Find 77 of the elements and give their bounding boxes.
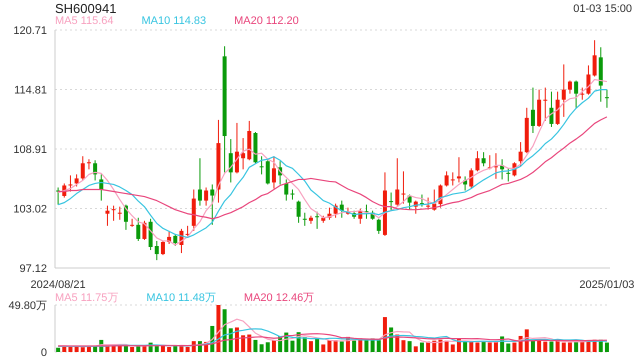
bar bbox=[568, 342, 572, 352]
bar bbox=[247, 334, 252, 352]
bar bbox=[512, 342, 516, 352]
candlestick bbox=[112, 206, 116, 221]
candlestick bbox=[118, 206, 122, 220]
y-tick-label: 120.71 bbox=[13, 24, 47, 37]
bar bbox=[414, 346, 418, 352]
bar bbox=[574, 342, 578, 352]
bar bbox=[272, 340, 276, 352]
bar bbox=[173, 346, 178, 352]
bar bbox=[216, 305, 220, 352]
bar bbox=[290, 340, 294, 352]
bar bbox=[475, 342, 480, 352]
y-tick-label: 114.81 bbox=[14, 84, 47, 96]
bar bbox=[432, 340, 436, 352]
bar bbox=[364, 340, 368, 352]
bar bbox=[62, 347, 66, 352]
text: MA10 114.83 bbox=[142, 15, 206, 27]
bar bbox=[580, 342, 584, 352]
bar bbox=[408, 341, 412, 352]
y-tick-label: 49.80万 bbox=[8, 300, 47, 312]
bar bbox=[253, 340, 258, 352]
bar bbox=[450, 344, 455, 352]
chart-title: SH600941 bbox=[55, 1, 116, 16]
bar bbox=[266, 342, 270, 352]
text: MA20 12.46万 bbox=[244, 291, 314, 305]
bar bbox=[604, 342, 609, 352]
text: MA5 115.64 bbox=[55, 15, 114, 27]
bar bbox=[549, 342, 554, 352]
y-tick-label: 103.02 bbox=[13, 203, 47, 216]
text: MA5 11.75万 bbox=[55, 291, 118, 305]
bar bbox=[543, 342, 548, 352]
bar bbox=[506, 344, 510, 352]
bar bbox=[556, 340, 560, 352]
text: MA10 11.48万 bbox=[146, 291, 216, 305]
bar bbox=[260, 344, 264, 352]
line-series bbox=[57, 328, 608, 347]
bar bbox=[562, 342, 566, 352]
y-tick-label: 108.91 bbox=[13, 144, 47, 156]
bar bbox=[302, 337, 307, 352]
bar bbox=[136, 346, 140, 352]
y-tick-label: 0 bbox=[40, 346, 47, 359]
bar bbox=[56, 348, 60, 352]
x-tick-label: 2024/08/21 bbox=[30, 279, 86, 291]
bar bbox=[308, 341, 313, 352]
bar bbox=[401, 340, 406, 352]
bar bbox=[420, 342, 424, 352]
candlestick bbox=[604, 90, 609, 108]
bar bbox=[488, 342, 492, 352]
candlestick bbox=[456, 157, 461, 182]
bar bbox=[469, 342, 474, 352]
x-tick-label: 2025/01/03 bbox=[579, 279, 634, 291]
bar bbox=[494, 342, 498, 352]
bar bbox=[537, 340, 542, 352]
bar bbox=[482, 342, 486, 352]
candlestick bbox=[401, 171, 406, 204]
line-series bbox=[57, 116, 608, 220]
text: MA20 112.20 bbox=[234, 15, 299, 27]
bar bbox=[340, 342, 344, 352]
bar bbox=[321, 344, 326, 352]
bar bbox=[530, 340, 535, 352]
bar bbox=[315, 338, 320, 352]
candlestick bbox=[86, 159, 91, 170]
bar bbox=[352, 340, 356, 352]
bar bbox=[130, 347, 134, 352]
bar bbox=[241, 335, 246, 352]
line-series bbox=[57, 333, 608, 347]
text: 01-03 15:00 bbox=[573, 3, 632, 15]
candlestick bbox=[450, 172, 455, 186]
bar bbox=[68, 347, 72, 352]
bar bbox=[142, 346, 146, 352]
bar bbox=[376, 340, 381, 352]
candlestick bbox=[543, 88, 548, 121]
bar bbox=[327, 340, 332, 352]
y-tick-label: 97.12 bbox=[19, 262, 47, 275]
bar bbox=[167, 347, 172, 352]
bar bbox=[186, 347, 190, 352]
